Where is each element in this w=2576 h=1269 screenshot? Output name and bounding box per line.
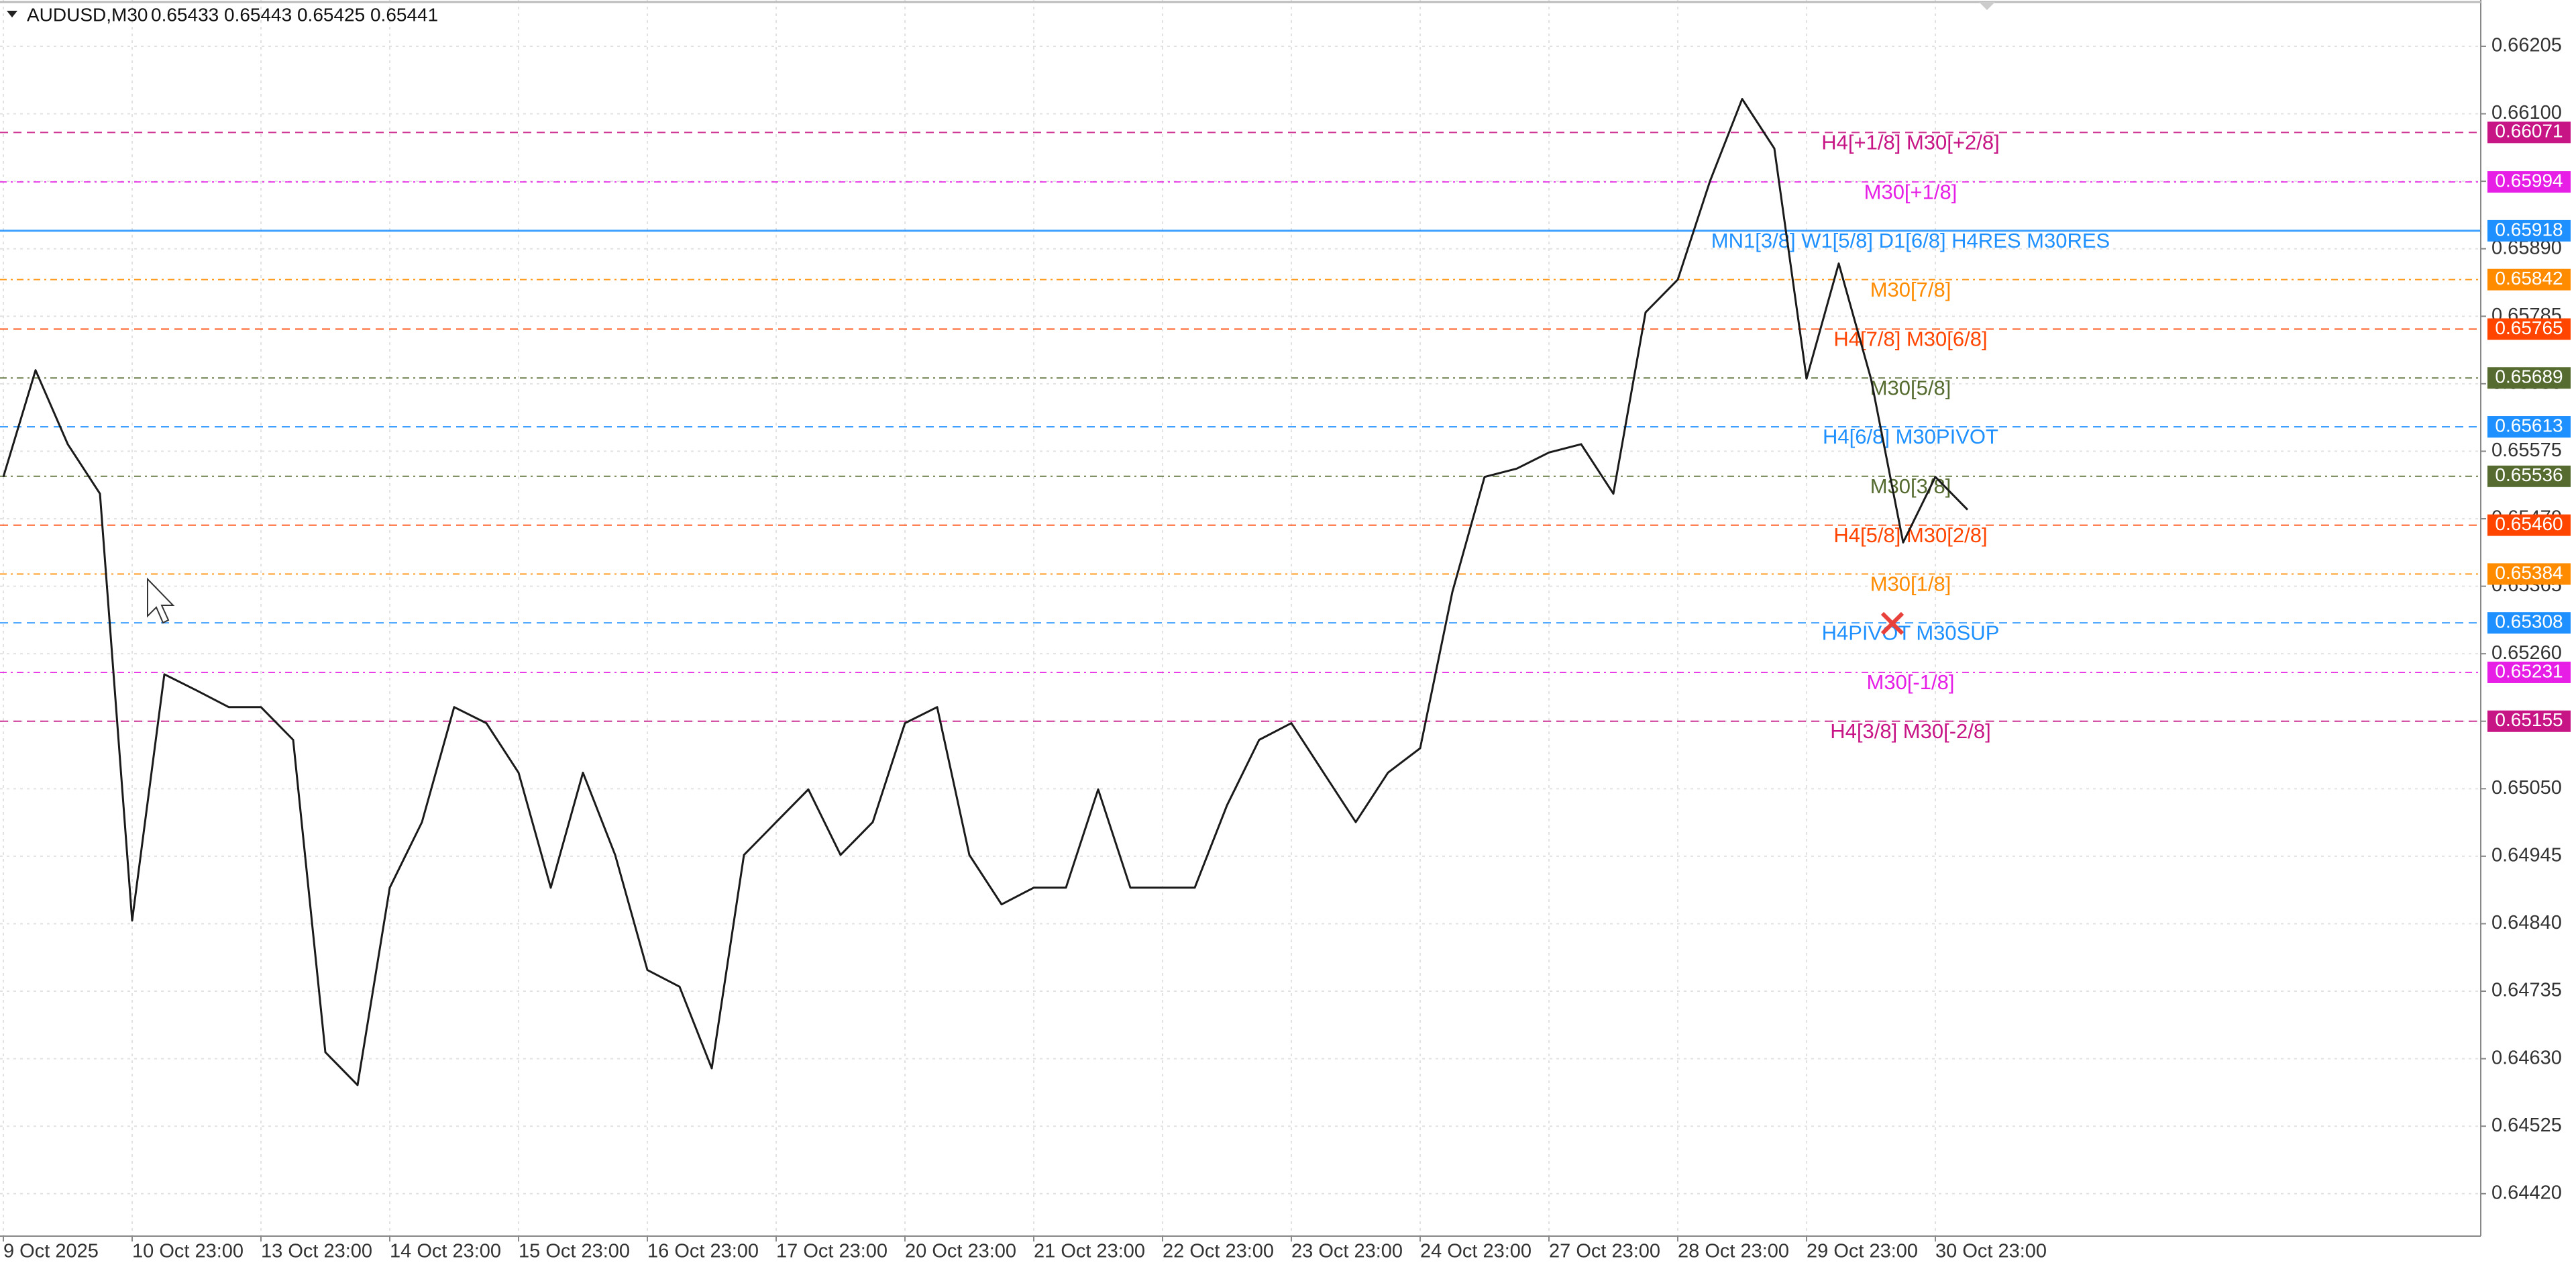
level-label: H4[3/8] M30[-2/8] bbox=[1830, 719, 1991, 743]
symbol: AUDUSD,M30 bbox=[27, 4, 148, 25]
price-box bbox=[2487, 318, 2571, 340]
price-box bbox=[2487, 563, 2571, 585]
price-box-label: 0.65308 bbox=[2495, 611, 2563, 632]
x-tick-label: 20 Oct 23:00 bbox=[905, 1241, 1016, 1262]
price-box-label: 0.66071 bbox=[2495, 121, 2563, 142]
price-box bbox=[2487, 612, 2571, 634]
mouse-cursor bbox=[147, 577, 175, 624]
x-tick-label: 16 Oct 23:00 bbox=[647, 1241, 759, 1262]
level-label: M30[-1/8] bbox=[1867, 670, 1955, 694]
y-tick-label: 0.64630 bbox=[2491, 1047, 2562, 1068]
y-tick-label: 0.66100 bbox=[2491, 102, 2562, 123]
shift-marker bbox=[1979, 2, 1995, 10]
price-box bbox=[2487, 268, 2571, 291]
x-tick-label: 24 Oct 23:00 bbox=[1420, 1241, 1532, 1262]
price-box-label: 0.65613 bbox=[2495, 415, 2563, 436]
price-box-label: 0.65384 bbox=[2495, 562, 2563, 583]
price-box bbox=[2487, 416, 2571, 438]
x-tick-label: 15 Oct 23:00 bbox=[519, 1241, 630, 1262]
price-box-label: 0.65460 bbox=[2495, 513, 2563, 534]
y-tick-label: 0.65575 bbox=[2491, 440, 2562, 461]
level-label: M30[+1/8] bbox=[1864, 180, 1957, 203]
level-label: H4[+1/8] M30[+2/8] bbox=[1821, 131, 1999, 154]
price-box-label: 0.65536 bbox=[2495, 464, 2563, 485]
price-box-label: 0.65765 bbox=[2495, 317, 2563, 338]
x-tick-label: 9 Oct 2025 bbox=[3, 1241, 99, 1262]
y-tick-label: 0.66205 bbox=[2491, 35, 2562, 56]
level-label: M30[1/8] bbox=[1870, 572, 1951, 596]
x-tick-label: 13 Oct 23:00 bbox=[261, 1241, 372, 1262]
x-tick-label: 23 Oct 23:00 bbox=[1291, 1241, 1403, 1262]
axes: 0.662050.661000.659950.658900.657850.656… bbox=[3, 35, 2571, 1262]
price-box bbox=[2487, 367, 2571, 389]
x-tick-label: 27 Oct 23:00 bbox=[1549, 1241, 1660, 1262]
y-tick-label: 0.64840 bbox=[2491, 912, 2562, 933]
price-box bbox=[2487, 219, 2571, 242]
level-label: M30[7/8] bbox=[1870, 278, 1951, 301]
levels: H4[+1/8] M30[+2/8] M30[+1/8] MN1[3/8] W1[5… bbox=[0, 131, 2481, 743]
price-box-label: 0.65918 bbox=[2495, 219, 2563, 240]
level-label: M30[5/8] bbox=[1870, 376, 1951, 399]
price-box bbox=[2487, 121, 2571, 144]
y-tick-label: 0.64945 bbox=[2491, 845, 2562, 866]
quote: 0.65433 0.65443 0.65425 0.65441 bbox=[151, 4, 438, 25]
y-tick-label: 0.65260 bbox=[2491, 642, 2562, 664]
level-label: MN1[3/8] W1[5/8] D1[6/8] H4RES M30RES bbox=[1711, 229, 2110, 252]
price-box-label: 0.65155 bbox=[2495, 709, 2563, 730]
y-tick-label: 0.65050 bbox=[2491, 777, 2562, 799]
close-marker[interactable] bbox=[1880, 611, 1904, 636]
y-tick-label: 0.64735 bbox=[2491, 980, 2562, 1001]
series-layer bbox=[2, 98, 1969, 1086]
x-tick-label: 17 Oct 23:00 bbox=[776, 1241, 888, 1262]
x-tick-label: 21 Oct 23:00 bbox=[1034, 1241, 1145, 1262]
price-box-label: 0.65689 bbox=[2495, 366, 2563, 387]
x-tick-label: 30 Oct 23:00 bbox=[1935, 1241, 2047, 1262]
level-label: H4PIVOT M30SUP bbox=[1822, 621, 2000, 644]
y-tick-label: 0.64525 bbox=[2491, 1115, 2562, 1136]
price-box-label: 0.65231 bbox=[2495, 660, 2563, 681]
price-box bbox=[2487, 465, 2571, 487]
price-box bbox=[2487, 514, 2571, 536]
x-tick-label: 14 Oct 23:00 bbox=[390, 1241, 501, 1262]
x-tick-label: 10 Oct 23:00 bbox=[132, 1241, 244, 1262]
level-label: H4[6/8] M30PIVOT bbox=[1823, 425, 1998, 448]
level-label: M30[3/8] bbox=[1870, 474, 1951, 498]
price-box bbox=[2487, 661, 2571, 683]
price-box-label: 0.65994 bbox=[2495, 170, 2563, 191]
price-box bbox=[2487, 171, 2571, 193]
x-tick-label: 29 Oct 23:00 bbox=[1807, 1241, 1918, 1262]
price-line bbox=[2, 98, 1969, 1086]
x-tick-label: 28 Oct 23:00 bbox=[1678, 1241, 1789, 1262]
menu-triangle[interactable] bbox=[7, 11, 17, 17]
price-box-label: 0.65842 bbox=[2495, 268, 2563, 289]
grid bbox=[0, 0, 2481, 1236]
price-box bbox=[2487, 710, 2571, 732]
y-tick-label: 0.64420 bbox=[2491, 1182, 2562, 1203]
x-tick-label: 22 Oct 23:00 bbox=[1163, 1241, 1274, 1262]
